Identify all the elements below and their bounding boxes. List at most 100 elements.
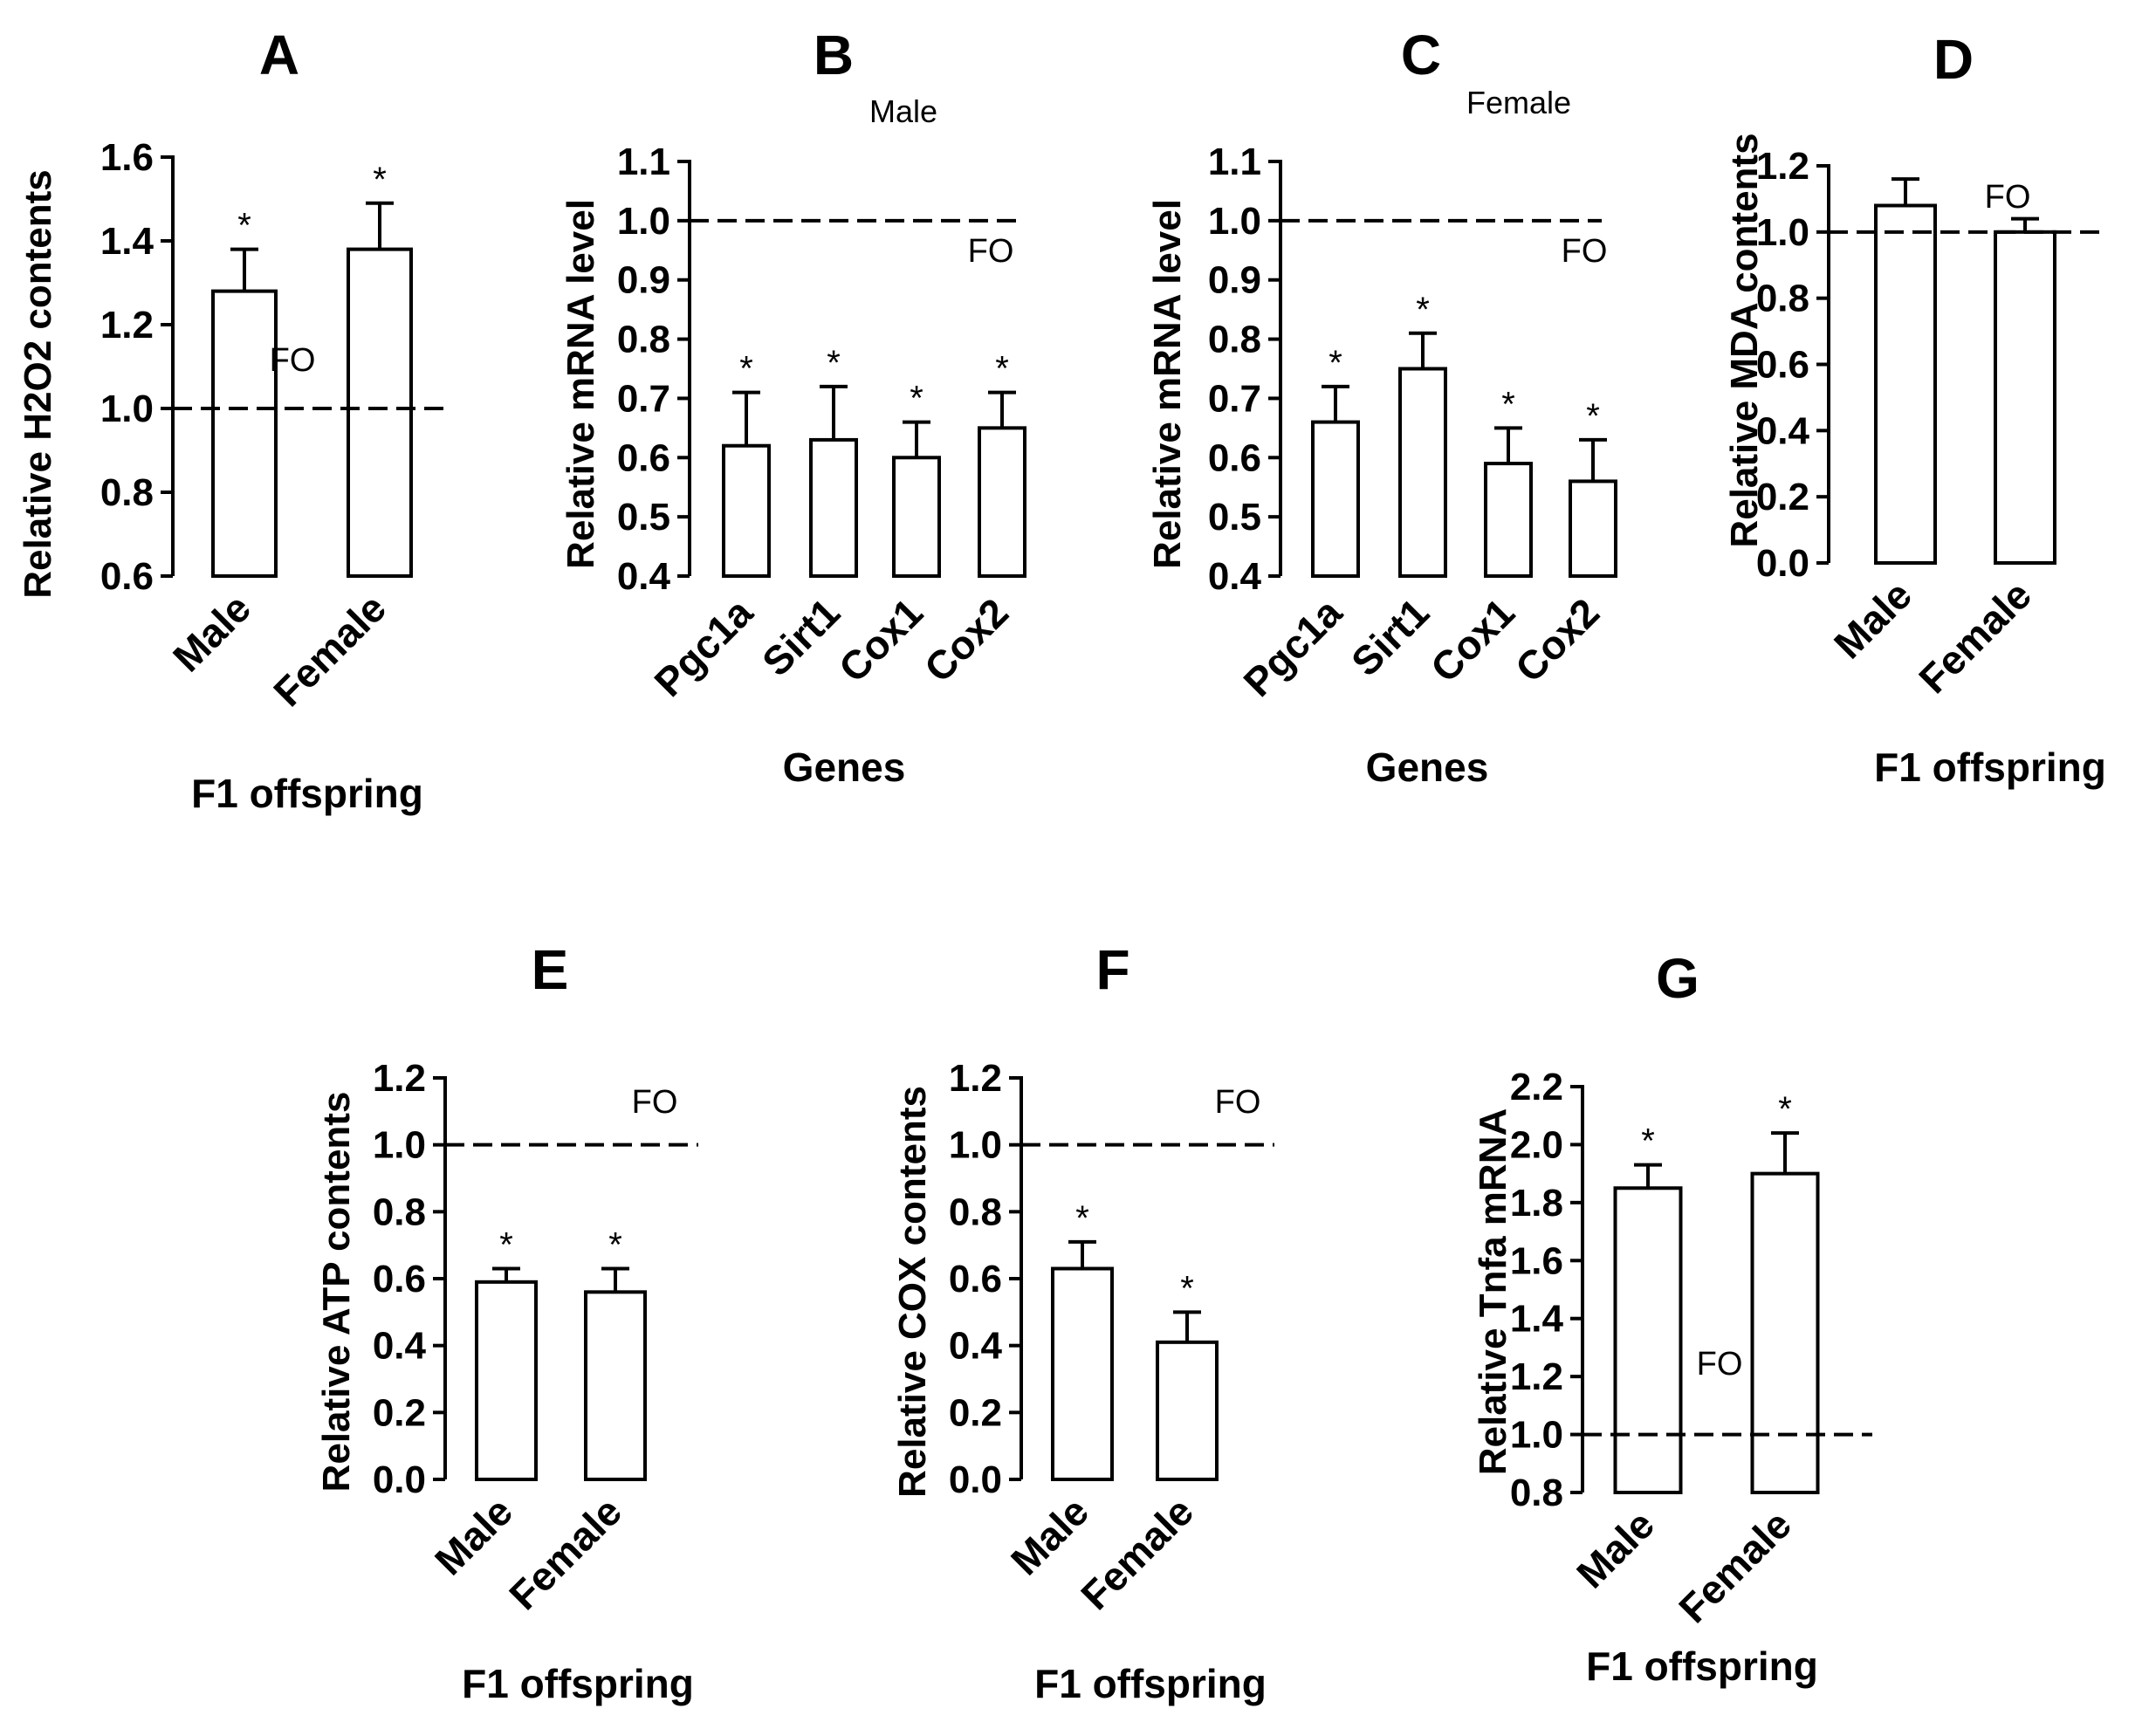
- x-tick-label: Male: [1002, 1488, 1097, 1583]
- significance-star: *: [995, 350, 1009, 388]
- y-tick-label: 0.8: [100, 471, 154, 514]
- chart-panel-b: B Male Relative mRNA level 0.4 0.5 0.6 0.7 0.8 0…: [560, 24, 1026, 790]
- y-tick-label: 1.2: [1510, 1355, 1563, 1398]
- x-axis-title: Genes: [1366, 744, 1489, 790]
- y-tick-label: 2.0: [1510, 1123, 1563, 1166]
- x-tick-label: Female: [1910, 572, 2040, 702]
- reference-line-label: FO: [968, 233, 1014, 270]
- y-tick-label: 0.6: [100, 555, 154, 598]
- y-tick-label: 0.0: [373, 1458, 426, 1501]
- y-tick-label: 0.2: [1756, 476, 1809, 518]
- y-tick-label: 0.4: [1756, 409, 1810, 452]
- x-tick-label: Female: [264, 585, 395, 715]
- bar: [1051, 1266, 1114, 1481]
- y-axis-title: Relative H2O2 contents: [17, 169, 59, 599]
- x-tick-label: Cox1: [1422, 589, 1523, 690]
- y-tick-label: 0.6: [617, 436, 670, 479]
- y-tick-label: 1.0: [1756, 211, 1809, 254]
- significance-star: *: [1586, 397, 1600, 436]
- reference-line-label: FO: [270, 342, 316, 379]
- significance-star: *: [1416, 291, 1430, 329]
- panel-subtitle: Female: [1466, 85, 1571, 120]
- y-tick-label: 0.5: [1208, 496, 1261, 539]
- y-axis-title: Relative mRNA level: [1146, 199, 1189, 569]
- panel-letter: A: [259, 24, 299, 86]
- bar: [211, 289, 278, 578]
- bar: [1484, 462, 1533, 578]
- bar: [584, 1290, 647, 1482]
- x-tick-label: Sirt1: [753, 589, 848, 684]
- y-tick-label: 1.2: [1756, 145, 1809, 188]
- y-tick-label: 0.8: [1510, 1472, 1563, 1514]
- bar: [1613, 1186, 1683, 1494]
- y-tick-label: 0.4: [617, 555, 671, 598]
- significance-star: *: [373, 161, 387, 199]
- x-tick-label: Cox2: [1507, 589, 1608, 690]
- y-tick-label: 1.2: [373, 1057, 426, 1100]
- y-tick-label: 0.7: [1208, 377, 1261, 420]
- x-axis-title: F1 offspring: [191, 771, 423, 816]
- significance-star: *: [1180, 1269, 1194, 1307]
- y-tick-label: 0.4: [1208, 555, 1262, 598]
- y-tick-label: 0.6: [373, 1258, 426, 1300]
- panel-letter: G: [1656, 947, 1699, 1010]
- x-tick-label: Male: [164, 585, 259, 680]
- reference-line-label: FO: [1697, 1346, 1743, 1383]
- y-tick-label: 1.0: [949, 1124, 1002, 1167]
- y-tick-label: 0.2: [949, 1391, 1002, 1434]
- bar: [347, 247, 413, 578]
- y-tick-label: 1.1: [1208, 141, 1261, 183]
- bar: [1994, 230, 2056, 565]
- y-tick-label: 0.8: [1208, 319, 1261, 361]
- bar: [809, 437, 858, 578]
- y-tick-label: 1.8: [1510, 1182, 1563, 1225]
- bar: [1874, 203, 1937, 565]
- panel-letter: D: [1933, 28, 1974, 91]
- x-tick-label: Cox2: [916, 589, 1017, 690]
- x-tick-label: Pgc1a: [1234, 589, 1350, 705]
- bar: [892, 456, 941, 578]
- bar: [1569, 479, 1617, 579]
- y-tick-label: 0.8: [1756, 278, 1809, 320]
- y-tick-label: 0.8: [949, 1190, 1002, 1233]
- panel-letter: E: [532, 938, 569, 1001]
- chart-panel-a: A Relative H2O2 contents 0.6 0.8 1.0 1.2 1.4 1.…: [17, 24, 447, 816]
- panel-letter: C: [1401, 24, 1441, 86]
- chart-panel-c: C Female Relative mRNA level 0.4 0.5 0.6 0.7 0.…: [1146, 24, 1617, 790]
- y-tick-label: 1.0: [617, 200, 670, 243]
- x-axis-title: F1 offspring: [1586, 1643, 1818, 1689]
- significance-star: *: [1075, 1199, 1089, 1238]
- bar: [1750, 1171, 1820, 1494]
- significance-star: *: [827, 344, 841, 382]
- y-tick-label: 0.0: [1756, 542, 1809, 585]
- reference-line-label: FO: [1215, 1084, 1261, 1121]
- x-tick-label: Male: [1825, 572, 1920, 667]
- significance-star: *: [1329, 344, 1342, 382]
- y-tick-label: 0.9: [617, 259, 670, 302]
- x-tick-label: Male: [1568, 1501, 1663, 1596]
- y-tick-label: 0.2: [373, 1391, 426, 1434]
- reference-line-label: FO: [1562, 233, 1608, 270]
- y-tick-label: 1.0: [1510, 1414, 1563, 1457]
- y-tick-label: 0.4: [949, 1325, 1003, 1368]
- significance-star: *: [499, 1226, 513, 1265]
- y-tick-label: 0.9: [1208, 259, 1261, 302]
- y-tick-label: 0.8: [373, 1190, 426, 1233]
- y-axis-title: Relative ATP contents: [315, 1092, 358, 1492]
- significance-star: *: [1778, 1090, 1792, 1129]
- x-axis-title: Genes: [783, 744, 906, 790]
- reference-line-label: FO: [632, 1084, 678, 1121]
- y-tick-label: 1.6: [1510, 1239, 1563, 1282]
- significance-star: *: [1501, 385, 1515, 423]
- chart-panel-f: F Relative COX contents 0.0 0.2 0.4 0.6 0.8 1.0…: [891, 938, 1274, 1706]
- y-tick-label: 0.7: [617, 377, 670, 420]
- y-axis-title: Relative MDA contents: [1723, 133, 1766, 547]
- panel-letter: B: [814, 24, 854, 86]
- x-axis-title: F1 offspring: [462, 1661, 694, 1706]
- y-tick-label: 2.2: [1510, 1066, 1563, 1108]
- bar: [475, 1280, 538, 1482]
- bar: [1311, 420, 1360, 579]
